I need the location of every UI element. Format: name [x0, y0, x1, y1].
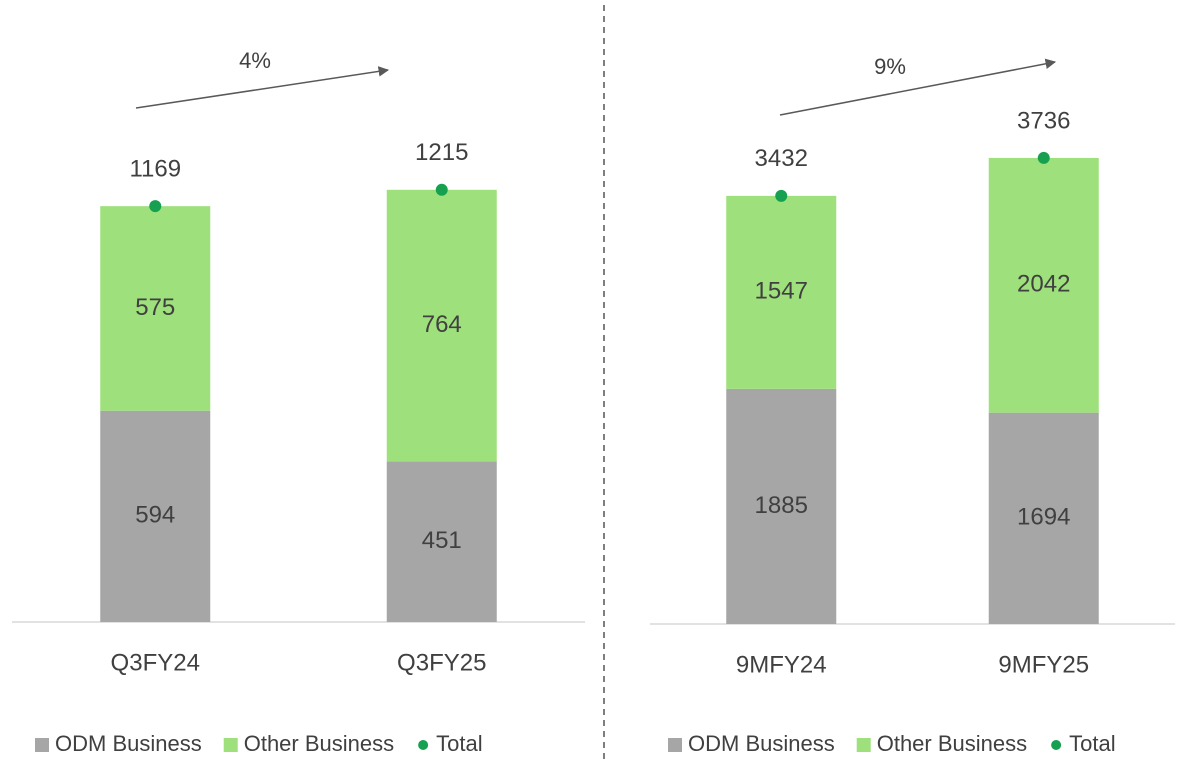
- segment-label: 575: [135, 294, 175, 321]
- segment-label: 764: [422, 311, 462, 338]
- total-label: 1169: [129, 156, 181, 183]
- legend-label: ODM Business: [55, 731, 202, 756]
- bar-segment: [386, 461, 497, 622]
- growth-annotation: 4%: [239, 48, 271, 73]
- bar-segment: [988, 412, 1099, 624]
- total-label: 3432: [755, 145, 808, 172]
- segment-label: 2042: [1017, 271, 1070, 298]
- legend-label: Other Business: [244, 731, 394, 756]
- legend-marker: [668, 738, 682, 752]
- legend-label: ODM Business: [688, 731, 835, 756]
- segment-label: 1694: [1017, 504, 1070, 531]
- legend-marker: [1051, 740, 1062, 750]
- bar-segment: [386, 189, 497, 462]
- segment-label: 451: [422, 527, 462, 554]
- x-tick-label: Q3FY25: [397, 649, 486, 676]
- segment-label: 1885: [755, 492, 808, 519]
- legend-label: Other Business: [877, 731, 1027, 756]
- trend-arrow: [135, 66, 390, 109]
- total-dot: [435, 183, 448, 196]
- total-label: 3736: [1017, 107, 1070, 134]
- legend-label: Total: [436, 731, 482, 756]
- total-dot: [775, 189, 788, 202]
- x-tick-label: 9MFY24: [736, 651, 827, 678]
- legend-marker: [418, 740, 429, 750]
- bar-segment: [100, 410, 211, 622]
- legend-marker: [856, 738, 871, 752]
- legend-marker: [223, 738, 238, 752]
- legend-marker: [35, 738, 49, 752]
- segment-label: 594: [135, 502, 175, 529]
- total-dot: [1037, 151, 1050, 164]
- total-label: 1215: [415, 139, 468, 166]
- bar-segment: [726, 195, 837, 389]
- growth-annotation: 9%: [874, 54, 906, 79]
- trend-arrow: [779, 58, 1057, 116]
- x-tick-label: 9MFY25: [998, 651, 1089, 678]
- bar-segment: [100, 206, 211, 411]
- segment-label: 1547: [755, 278, 808, 305]
- bar-segment: [726, 388, 837, 624]
- legend-label: Total: [1069, 731, 1115, 756]
- bar-segment: [988, 157, 1099, 413]
- x-tick-label: Q3FY24: [111, 649, 200, 676]
- total-dot: [149, 200, 162, 213]
